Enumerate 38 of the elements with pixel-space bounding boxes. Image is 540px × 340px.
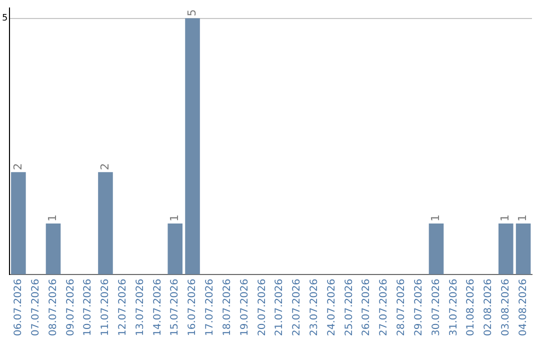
- data-label: 1: [168, 214, 181, 222]
- data-label: 5: [185, 9, 198, 16]
- x-tick-label: 17.07.2026: [204, 278, 216, 336]
- x-tick-label: 07.07.2026: [30, 278, 42, 336]
- x-tick-label: 10.07.2026: [82, 278, 94, 336]
- x-tick-label: 13.07.2026: [134, 278, 146, 336]
- x-tick-label: 26.07.2026: [361, 278, 372, 336]
- x-tick-label: 19.07.2026: [239, 278, 250, 336]
- x-tick-label: 18.07.2026: [222, 278, 233, 336]
- x-tick-label: 21.07.2026: [274, 278, 286, 336]
- data-label: 1: [516, 214, 530, 222]
- data-label: 1: [46, 214, 60, 222]
- x-tick-label: 28.07.2026: [396, 278, 408, 336]
- x-tick-label: 09.07.2026: [65, 278, 76, 336]
- x-tick-label: 14.07.2026: [152, 278, 164, 336]
- x-tick-label: 12.07.2026: [117, 278, 128, 336]
- x-tick-label: 23.07.2026: [308, 278, 320, 336]
- x-tick-label: 29.07.2026: [413, 278, 424, 336]
- x-tick-label: 01.08.2026: [466, 278, 477, 336]
- x-tick-label: 24.07.2026: [326, 278, 338, 336]
- data-label: 2: [11, 163, 24, 170]
- data-label: 2: [98, 163, 112, 170]
- x-tick-label: 30.07.2026: [430, 278, 442, 336]
- x-tick-label: 06.07.2026: [13, 278, 24, 336]
- x-tick-label: 11.07.2026: [100, 278, 112, 336]
- x-tick-label: 27.07.2026: [378, 278, 390, 336]
- x-tick-label: 03.08.2026: [500, 278, 512, 336]
- x-tick-label: 08.07.2026: [48, 278, 59, 336]
- data-label: 1: [429, 214, 442, 222]
- x-tick-label: 02.08.2026: [483, 278, 494, 336]
- x-tick-label: 31.07.2026: [448, 278, 460, 336]
- x-tick-label: 16.07.2026: [187, 278, 198, 336]
- x-tick-label: 22.07.2026: [292, 278, 303, 336]
- x-tick-label: 20.07.2026: [256, 278, 268, 336]
- data-label: 1: [498, 214, 512, 222]
- x-tick-label: 25.07.2026: [344, 278, 355, 336]
- x-tick-label: 04.08.2026: [518, 278, 529, 336]
- x-tick-label: 15.07.2026: [170, 278, 181, 336]
